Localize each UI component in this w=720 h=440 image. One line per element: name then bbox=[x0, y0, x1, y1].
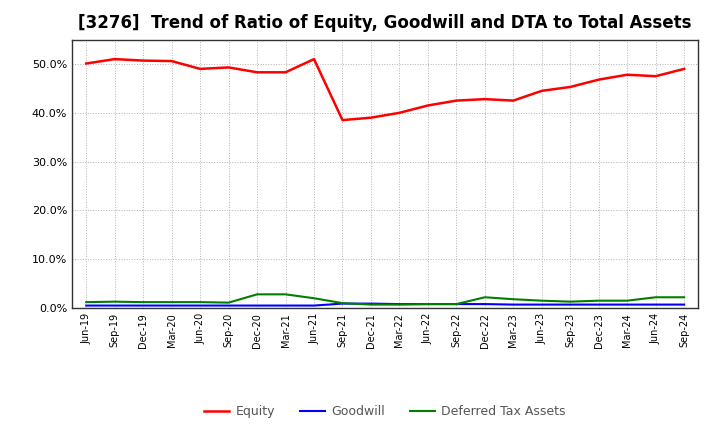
Line: Goodwill: Goodwill bbox=[86, 304, 684, 305]
Equity bbox=[310, 56, 318, 62]
Goodwill bbox=[282, 303, 290, 308]
Deferred Tax Assets bbox=[139, 300, 148, 305]
Equity bbox=[82, 61, 91, 66]
Equity bbox=[566, 84, 575, 90]
Deferred Tax Assets bbox=[167, 300, 176, 305]
Line: Equity: Equity bbox=[86, 59, 684, 120]
Deferred Tax Assets bbox=[282, 292, 290, 297]
Deferred Tax Assets bbox=[537, 298, 546, 303]
Goodwill bbox=[310, 303, 318, 308]
Equity bbox=[196, 66, 204, 72]
Equity bbox=[452, 98, 461, 103]
Goodwill bbox=[480, 301, 489, 307]
Goodwill bbox=[110, 303, 119, 308]
Equity bbox=[366, 115, 375, 120]
Deferred Tax Assets bbox=[196, 300, 204, 305]
Equity bbox=[139, 58, 148, 63]
Deferred Tax Assets bbox=[680, 295, 688, 300]
Deferred Tax Assets bbox=[82, 300, 91, 305]
Goodwill bbox=[623, 302, 631, 307]
Goodwill bbox=[680, 302, 688, 307]
Goodwill bbox=[452, 301, 461, 307]
Goodwill bbox=[423, 301, 432, 307]
Legend: Equity, Goodwill, Deferred Tax Assets: Equity, Goodwill, Deferred Tax Assets bbox=[199, 400, 571, 423]
Deferred Tax Assets bbox=[509, 297, 518, 302]
Equity bbox=[509, 98, 518, 103]
Deferred Tax Assets bbox=[110, 299, 119, 304]
Goodwill bbox=[395, 301, 404, 307]
Deferred Tax Assets bbox=[652, 295, 660, 300]
Equity bbox=[480, 96, 489, 102]
Equity bbox=[423, 103, 432, 108]
Deferred Tax Assets bbox=[566, 299, 575, 304]
Goodwill bbox=[509, 302, 518, 307]
Equity bbox=[225, 65, 233, 70]
Deferred Tax Assets bbox=[623, 298, 631, 303]
Line: Deferred Tax Assets: Deferred Tax Assets bbox=[86, 294, 684, 304]
Deferred Tax Assets bbox=[452, 301, 461, 307]
Deferred Tax Assets bbox=[338, 301, 347, 306]
Deferred Tax Assets bbox=[225, 300, 233, 305]
Goodwill bbox=[595, 302, 603, 307]
Goodwill bbox=[196, 303, 204, 308]
Goodwill bbox=[652, 302, 660, 307]
Goodwill bbox=[225, 303, 233, 308]
Goodwill bbox=[366, 301, 375, 306]
Goodwill bbox=[338, 301, 347, 306]
Deferred Tax Assets bbox=[423, 301, 432, 307]
Deferred Tax Assets bbox=[366, 302, 375, 307]
Goodwill bbox=[167, 303, 176, 308]
Equity bbox=[595, 77, 603, 82]
Deferred Tax Assets bbox=[310, 296, 318, 301]
Equity bbox=[395, 110, 404, 115]
Goodwill bbox=[253, 303, 261, 308]
Equity bbox=[110, 56, 119, 62]
Goodwill bbox=[139, 303, 148, 308]
Equity bbox=[282, 70, 290, 75]
Deferred Tax Assets bbox=[395, 302, 404, 307]
Equity bbox=[338, 117, 347, 123]
Equity bbox=[253, 70, 261, 75]
Equity bbox=[680, 66, 688, 72]
Goodwill bbox=[566, 302, 575, 307]
Goodwill bbox=[82, 303, 91, 308]
Equity bbox=[623, 72, 631, 77]
Equity bbox=[652, 73, 660, 79]
Equity bbox=[167, 59, 176, 64]
Deferred Tax Assets bbox=[253, 292, 261, 297]
Deferred Tax Assets bbox=[480, 295, 489, 300]
Goodwill bbox=[537, 302, 546, 307]
Title: [3276]  Trend of Ratio of Equity, Goodwill and DTA to Total Assets: [3276] Trend of Ratio of Equity, Goodwil… bbox=[78, 15, 692, 33]
Deferred Tax Assets bbox=[595, 298, 603, 303]
Equity bbox=[537, 88, 546, 93]
